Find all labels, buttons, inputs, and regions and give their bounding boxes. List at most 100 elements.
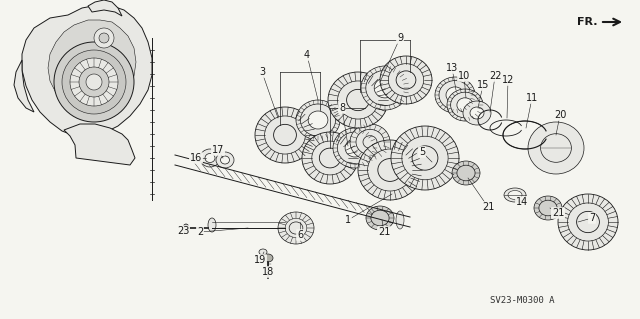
Text: 23: 23 bbox=[177, 226, 189, 236]
Ellipse shape bbox=[412, 146, 438, 170]
Ellipse shape bbox=[312, 141, 348, 175]
Ellipse shape bbox=[328, 72, 388, 128]
Text: SV23-M0300 A: SV23-M0300 A bbox=[490, 296, 554, 305]
Text: 20: 20 bbox=[554, 110, 566, 120]
Ellipse shape bbox=[259, 249, 267, 255]
Ellipse shape bbox=[356, 130, 384, 155]
Ellipse shape bbox=[367, 149, 412, 191]
Text: 15: 15 bbox=[477, 80, 489, 90]
Ellipse shape bbox=[289, 222, 303, 234]
Text: 4: 4 bbox=[304, 50, 310, 60]
Ellipse shape bbox=[439, 81, 471, 109]
Circle shape bbox=[99, 33, 109, 43]
Ellipse shape bbox=[205, 153, 215, 162]
Ellipse shape bbox=[358, 140, 422, 200]
Polygon shape bbox=[48, 20, 136, 108]
Ellipse shape bbox=[396, 211, 404, 229]
Ellipse shape bbox=[396, 71, 416, 89]
Text: 3: 3 bbox=[259, 67, 265, 77]
Ellipse shape bbox=[366, 70, 404, 106]
Ellipse shape bbox=[539, 200, 557, 216]
Ellipse shape bbox=[255, 107, 315, 163]
Text: FR.: FR. bbox=[577, 17, 597, 27]
Text: 10: 10 bbox=[458, 71, 470, 81]
Ellipse shape bbox=[350, 124, 390, 160]
Text: 16: 16 bbox=[190, 153, 202, 163]
Circle shape bbox=[62, 50, 126, 114]
Ellipse shape bbox=[361, 66, 409, 110]
Ellipse shape bbox=[347, 89, 369, 111]
Ellipse shape bbox=[457, 165, 475, 181]
Ellipse shape bbox=[378, 159, 402, 182]
Polygon shape bbox=[22, 5, 152, 136]
Polygon shape bbox=[88, 0, 122, 16]
Circle shape bbox=[94, 28, 114, 48]
Ellipse shape bbox=[338, 81, 378, 119]
Text: 7: 7 bbox=[589, 213, 595, 223]
Ellipse shape bbox=[470, 107, 484, 119]
Ellipse shape bbox=[264, 116, 305, 154]
Ellipse shape bbox=[308, 111, 328, 129]
Text: 2: 2 bbox=[197, 227, 203, 237]
Text: 22: 22 bbox=[489, 71, 501, 81]
Ellipse shape bbox=[285, 219, 307, 238]
Ellipse shape bbox=[296, 100, 340, 140]
Text: 21: 21 bbox=[482, 202, 494, 212]
Text: 9: 9 bbox=[397, 33, 403, 43]
Ellipse shape bbox=[452, 161, 480, 185]
Ellipse shape bbox=[577, 211, 600, 233]
Ellipse shape bbox=[333, 128, 377, 168]
Text: 8: 8 bbox=[339, 103, 345, 113]
Ellipse shape bbox=[446, 87, 464, 103]
Ellipse shape bbox=[541, 134, 572, 162]
Ellipse shape bbox=[457, 98, 473, 112]
Ellipse shape bbox=[388, 64, 424, 96]
Ellipse shape bbox=[402, 136, 448, 180]
Ellipse shape bbox=[366, 206, 394, 230]
Text: 17: 17 bbox=[212, 145, 224, 155]
Ellipse shape bbox=[534, 196, 562, 220]
Circle shape bbox=[86, 74, 102, 90]
Text: 21: 21 bbox=[378, 227, 390, 237]
Ellipse shape bbox=[278, 212, 314, 244]
Ellipse shape bbox=[200, 149, 220, 167]
Text: 14: 14 bbox=[516, 197, 528, 207]
Text: 19: 19 bbox=[254, 255, 266, 265]
Ellipse shape bbox=[508, 190, 522, 199]
Text: 13: 13 bbox=[446, 63, 458, 73]
Text: 11: 11 bbox=[526, 93, 538, 103]
Ellipse shape bbox=[504, 188, 526, 202]
Ellipse shape bbox=[345, 139, 365, 157]
Ellipse shape bbox=[183, 224, 189, 232]
Circle shape bbox=[54, 42, 134, 122]
Ellipse shape bbox=[363, 136, 377, 148]
Ellipse shape bbox=[528, 122, 584, 174]
Text: 5: 5 bbox=[419, 147, 425, 157]
Ellipse shape bbox=[463, 101, 491, 125]
Ellipse shape bbox=[451, 92, 479, 118]
Ellipse shape bbox=[319, 148, 340, 168]
Ellipse shape bbox=[558, 194, 618, 250]
Polygon shape bbox=[14, 60, 34, 112]
Ellipse shape bbox=[263, 254, 273, 262]
Text: 6: 6 bbox=[297, 230, 303, 240]
Ellipse shape bbox=[380, 56, 432, 104]
Ellipse shape bbox=[300, 104, 335, 136]
Ellipse shape bbox=[447, 89, 483, 121]
Ellipse shape bbox=[221, 156, 230, 164]
Ellipse shape bbox=[302, 132, 358, 184]
Polygon shape bbox=[64, 124, 135, 165]
Text: 21: 21 bbox=[552, 208, 564, 218]
Ellipse shape bbox=[208, 218, 216, 232]
Ellipse shape bbox=[391, 126, 459, 190]
Ellipse shape bbox=[568, 203, 609, 241]
Ellipse shape bbox=[216, 152, 234, 168]
Circle shape bbox=[79, 67, 109, 97]
Ellipse shape bbox=[337, 132, 372, 164]
Text: 12: 12 bbox=[502, 75, 514, 85]
Text: 1: 1 bbox=[345, 215, 351, 225]
Ellipse shape bbox=[374, 78, 396, 98]
Text: 18: 18 bbox=[262, 267, 274, 277]
Ellipse shape bbox=[435, 77, 475, 113]
Circle shape bbox=[70, 58, 118, 106]
